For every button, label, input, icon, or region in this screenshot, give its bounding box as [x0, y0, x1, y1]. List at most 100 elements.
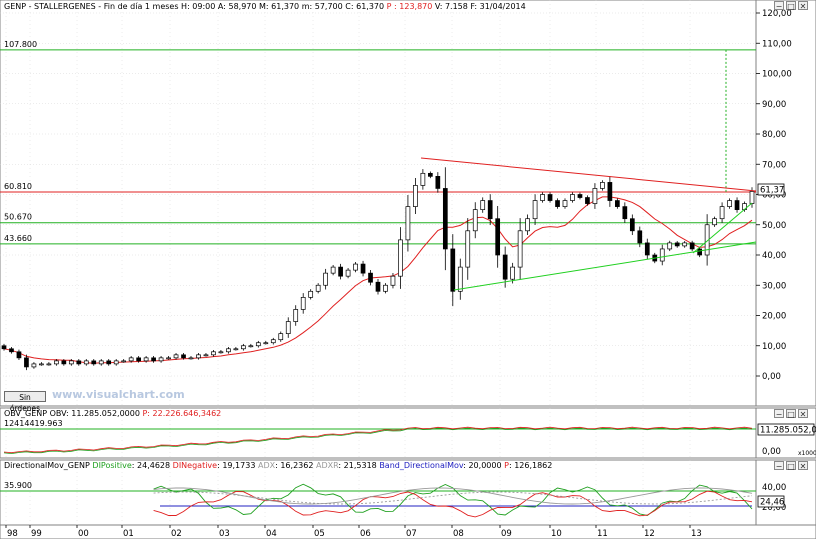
candle-body	[592, 188, 598, 204]
candle-body	[674, 242, 680, 247]
candle-body	[405, 206, 411, 241]
x-tick-label: 04	[266, 529, 277, 539]
last-price-tag	[757, 183, 785, 196]
candle-body	[682, 242, 688, 247]
price-minimize-button[interactable]: −	[774, 1, 784, 11]
site-watermark: www.visualchart.com	[52, 388, 185, 401]
candle-body	[91, 360, 97, 365]
candle-body	[76, 360, 82, 365]
candle-body	[450, 248, 456, 292]
orders-button[interactable]: Sin órdenes	[4, 391, 46, 413]
candle-body	[68, 360, 74, 365]
x-tick-label: 98	[7, 529, 18, 539]
x-tick-label: 01	[123, 529, 134, 539]
y-tick-label: 20,00	[762, 312, 786, 322]
x-tick-label: 07	[406, 529, 417, 539]
candle-body	[413, 185, 418, 207]
dm-lines	[0, 483, 756, 518]
dm-level-label: 35.900	[4, 481, 32, 490]
level-label: 60.810	[4, 182, 32, 191]
candle-body	[510, 266, 515, 280]
candle-body	[241, 345, 246, 350]
candle-body	[173, 354, 179, 359]
candle-body	[517, 230, 523, 268]
obv-lines	[0, 426, 756, 455]
dm-minimize-button[interactable]: −	[774, 461, 784, 471]
obv-maximize-button[interactable]: □	[786, 409, 796, 419]
dm-last-label: 24,46	[760, 498, 784, 508]
candle-body	[31, 363, 37, 368]
moving-average	[3, 196, 753, 364]
candle-body	[248, 345, 254, 348]
grid	[0, 0, 756, 525]
candle-body	[562, 200, 568, 207]
price-maximize-button[interactable]: □	[786, 1, 796, 11]
x-tick-label: 12	[644, 529, 655, 539]
candle-body	[151, 357, 156, 362]
x-tick-label: 03	[219, 529, 230, 539]
candle-body	[255, 342, 261, 347]
x-tick-label: 00	[78, 529, 89, 539]
candle-body	[270, 339, 276, 344]
dm-panel	[0, 459, 757, 526]
time-x-ticks: 98 99 00 01 02 03 04 05 06 07 08 09 10 11 12 13	[5, 525, 702, 539]
dm-last-tag	[757, 495, 785, 508]
resistance-trendline	[420, 157, 757, 192]
trend-lines	[420, 157, 757, 291]
y-tick-label: 10,00	[762, 342, 786, 352]
obv-level-label: 12414419.963	[4, 419, 63, 428]
y-tick-label: 100,00	[762, 70, 792, 80]
candle-body	[727, 200, 732, 207]
candle-body	[1, 345, 7, 350]
obv-close-button[interactable]: ✕	[798, 409, 808, 419]
candle-body	[121, 360, 127, 363]
candle-body	[360, 263, 366, 274]
candle-body	[644, 242, 650, 256]
candle-body	[368, 272, 373, 283]
candle-body	[667, 242, 673, 250]
y-tick-label: 80,00	[762, 130, 786, 140]
obv-minimize-button[interactable]: −	[774, 409, 784, 419]
candle-body	[607, 182, 613, 201]
adxr-line	[153, 491, 753, 505]
obv-scale-label: x1000	[798, 450, 816, 457]
y-tick-label: 30,00	[762, 281, 786, 291]
dm-maximize-button[interactable]: □	[786, 461, 796, 471]
candle-body	[480, 200, 486, 210]
moving-average-line	[3, 196, 753, 364]
price-axis-panel	[755, 0, 816, 407]
adx-line	[153, 487, 753, 505]
dm-close-button[interactable]: ✕	[798, 461, 808, 471]
candle-body	[24, 357, 29, 368]
candle-body	[525, 218, 530, 232]
candle-body	[390, 275, 396, 286]
candle-body	[218, 351, 224, 354]
candle-body	[181, 354, 186, 359]
candle-body	[749, 191, 755, 204]
y-tick-label: 40,00	[762, 251, 786, 261]
price-close-button[interactable]: ✕	[798, 1, 808, 11]
obv-zero-tick: 0,00	[762, 447, 781, 457]
y-tick-label: 90,00	[762, 100, 786, 110]
candle-body	[113, 360, 119, 365]
y-tick-label: 110,00	[762, 39, 792, 49]
candle-body	[338, 266, 343, 277]
candle-body	[39, 363, 44, 366]
obv-header: OBV_GENP OBV: 11.285.052,0000 P: 22.226.…	[4, 409, 221, 418]
candle-body	[353, 263, 358, 271]
candle-body	[547, 194, 553, 201]
candle-body	[659, 248, 665, 262]
candle-body	[166, 357, 171, 360]
candle-body	[300, 297, 306, 310]
candle-body	[472, 209, 478, 232]
candle-body	[9, 348, 14, 353]
y-tick-label: 70,00	[762, 160, 786, 170]
y-tick-label: 0,00	[762, 372, 781, 382]
last-price-label: 61,37	[760, 186, 784, 196]
candle-body	[495, 218, 501, 256]
obv-line	[3, 427, 753, 455]
dm-header: DirectionalMov_GENP DIPositive: 24,4628 …	[4, 461, 552, 470]
candle-body	[323, 272, 328, 286]
candle-body	[629, 218, 635, 232]
